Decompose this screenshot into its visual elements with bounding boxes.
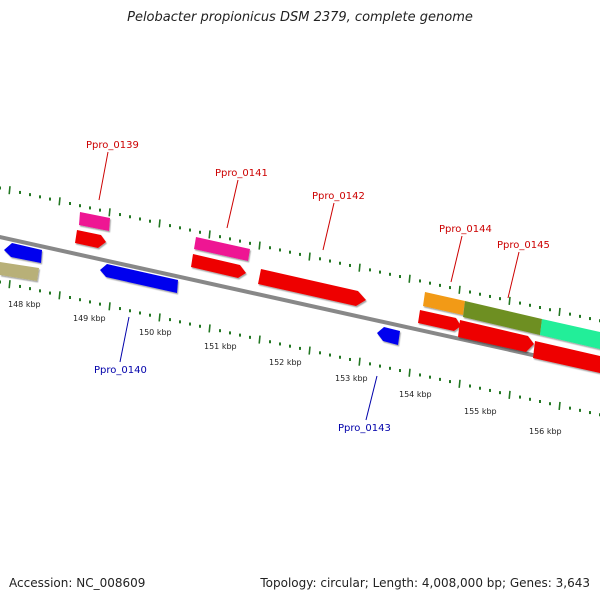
gene-label-ppro-0141[interactable]: Ppro_0141 bbox=[215, 168, 268, 179]
topology-text: Topology: circular; Length: 4,008,000 bp… bbox=[260, 576, 590, 590]
major-tick bbox=[408, 368, 411, 377]
major-tick bbox=[408, 274, 411, 283]
gene-labels: Ppro_0139 Ppro_0141 Ppro_0142 Ppro_0144 … bbox=[86, 140, 550, 434]
cds-arrow-ppro-0139[interactable] bbox=[75, 230, 106, 248]
scale-label: 149 kbp bbox=[73, 314, 106, 323]
accession-text: Accession: NC_008609 bbox=[9, 576, 146, 590]
gene-arrow-ppro-0139-forward[interactable] bbox=[79, 212, 110, 231]
major-tick bbox=[308, 346, 311, 355]
major-tick bbox=[158, 219, 161, 228]
major-tick bbox=[508, 390, 511, 399]
gene-arrow-ppro-0143-reverse[interactable] bbox=[377, 327, 400, 345]
major-tick bbox=[58, 197, 61, 206]
feature-olive-ppro-0145[interactable] bbox=[463, 301, 542, 335]
cds-arrow-ppro-0144[interactable] bbox=[418, 310, 461, 331]
gene-arrow-prev-reverse[interactable] bbox=[4, 243, 42, 263]
gene-label-ppro-0139[interactable]: Ppro_0139 bbox=[86, 140, 139, 151]
major-tick bbox=[8, 280, 11, 289]
scale-label: 154 kbp bbox=[399, 390, 432, 399]
feature-track bbox=[0, 212, 600, 373]
scale-label: 153 kbp bbox=[335, 374, 368, 383]
leader-lines bbox=[98, 151, 520, 421]
major-tick bbox=[58, 291, 61, 300]
major-tick bbox=[558, 307, 561, 317]
major-tick bbox=[308, 252, 311, 261]
map-title: Pelobacter propionicus DSM 2379, complet… bbox=[127, 10, 473, 25]
feature-green[interactable] bbox=[540, 319, 600, 349]
major-tick bbox=[558, 401, 561, 411]
gene-label-ppro-0140[interactable]: Ppro_0140 bbox=[94, 365, 147, 376]
major-tick bbox=[108, 208, 111, 217]
gene-label-ppro-0143[interactable]: Ppro_0143 bbox=[338, 423, 391, 434]
major-tick bbox=[158, 313, 161, 322]
scale-label: 150 kbp bbox=[139, 328, 172, 337]
major-tick bbox=[508, 296, 511, 305]
gene-label-ppro-0144[interactable]: Ppro_0144 bbox=[439, 224, 492, 235]
genome-backbone bbox=[0, 235, 600, 372]
major-tick bbox=[8, 186, 11, 195]
major-tick bbox=[458, 379, 461, 388]
feature-tan[interactable] bbox=[0, 262, 39, 281]
cds-arrow-ppro-0142[interactable] bbox=[258, 269, 366, 306]
scale-label: 151 kbp bbox=[204, 342, 237, 351]
major-tick bbox=[208, 324, 211, 333]
scale-label: 152 kbp bbox=[269, 358, 302, 367]
cds-arrow-ppro-0145[interactable] bbox=[458, 320, 534, 352]
major-tick bbox=[258, 335, 261, 344]
gene-label-ppro-0142[interactable]: Ppro_0142 bbox=[312, 191, 365, 202]
scale-label: 156 kbp bbox=[529, 427, 562, 436]
feature-orange-ppro-0144[interactable] bbox=[423, 292, 465, 315]
scale-label: 155 kbp bbox=[464, 407, 497, 416]
scale-label: 148 kbp bbox=[8, 300, 41, 309]
gene-arrow-ppro-0140-reverse[interactable] bbox=[100, 264, 178, 293]
cds-arrow-ppro-0141[interactable] bbox=[191, 254, 246, 278]
scale-labels: 148 kbp 149 kbp 150 kbp 151 kbp 152 kbp … bbox=[8, 300, 562, 436]
cds-arrow-next[interactable] bbox=[533, 341, 600, 373]
gene-label-ppro-0145[interactable]: Ppro_0145 bbox=[497, 240, 550, 251]
major-tick bbox=[258, 241, 261, 250]
major-tick bbox=[108, 302, 111, 311]
gene-arrow-ppro-0141-forward[interactable] bbox=[194, 237, 250, 261]
major-tick bbox=[458, 285, 461, 294]
major-tick bbox=[358, 357, 361, 366]
major-tick bbox=[208, 230, 211, 239]
lower-tick-track bbox=[0, 280, 600, 417]
upper-tick-track bbox=[0, 186, 600, 323]
major-tick bbox=[358, 263, 361, 272]
